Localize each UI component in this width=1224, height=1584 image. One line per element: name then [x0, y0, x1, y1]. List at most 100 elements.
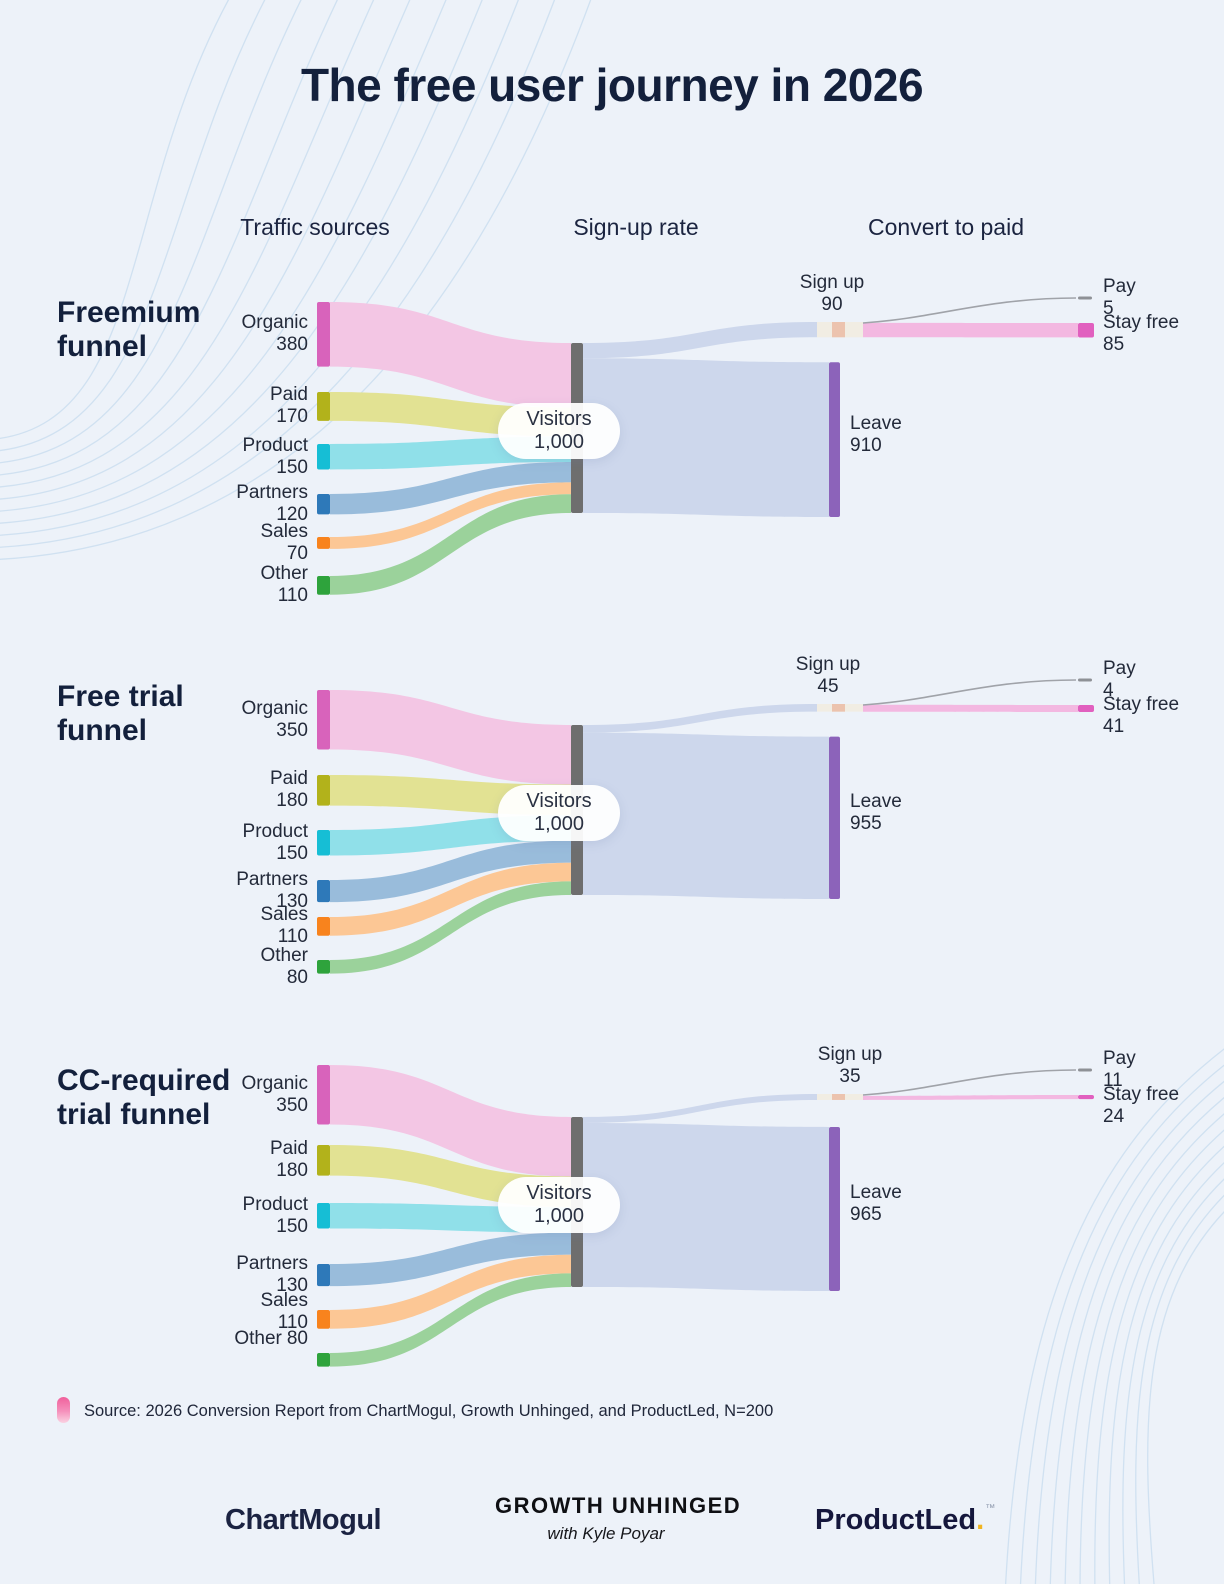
source-value: 350	[276, 1094, 308, 1116]
f2-flow-visitors-to-leave	[583, 732, 829, 899]
decor-curve-bottom-right	[1108, 1162, 1224, 1584]
productled-wordmark: ProductLed	[815, 1504, 977, 1536]
f2-source-label-paid: Paid 180	[270, 768, 308, 812]
f2-source-label-partners: Partners 130	[236, 869, 308, 913]
decor-curve-bottom-right	[1147, 1211, 1224, 1584]
column-header-convert-to-paid: Convert to paid	[868, 214, 1024, 240]
f1-flow-other-to-visitors	[330, 494, 571, 595]
source-value: 70	[286, 543, 308, 564]
f1-node-organic	[317, 302, 330, 367]
f3-node-organic	[317, 1065, 330, 1125]
column-header-signup-rate: Sign-up rate	[573, 214, 699, 240]
pay-value: 11	[1103, 1070, 1123, 1091]
visitors-label: Visitors	[526, 408, 592, 430]
stay-free-value: 85	[1103, 334, 1125, 355]
f3-funnel-title: CC-required trial funnel	[57, 1064, 230, 1132]
f3-node-paid	[317, 1145, 330, 1176]
f3-pay-end-dash	[1078, 1068, 1092, 1072]
f1-source-label-other: Other 110	[260, 563, 308, 607]
f2-flow-other-to-visitors	[330, 881, 571, 974]
f1-stay-free-label: Stay free 85	[1103, 312, 1179, 356]
f3-flow-signup-to-pay	[862, 1069, 1077, 1096]
signup-name: Sign up	[795, 654, 861, 675]
signup-name: Sign up	[817, 1044, 883, 1065]
f1-pay-end-dash	[1078, 296, 1092, 300]
visitors-label: Visitors	[526, 790, 592, 812]
f1-source-label-organic: Organic 380	[241, 312, 308, 356]
stay-free-value: 24	[1103, 1106, 1125, 1127]
signup-value: 90	[821, 294, 843, 315]
page-title: The free user journey in 2026	[300, 59, 924, 111]
source-value: 110	[277, 926, 308, 948]
source-name: Sales	[260, 521, 308, 542]
f1-visitors-pill: Visitors 1,000	[498, 403, 620, 459]
leave-name: Leave	[850, 1182, 902, 1203]
f1-node-other	[317, 576, 330, 595]
f2-stay-free-bar	[1078, 705, 1094, 712]
decor-curve-bottom-right	[1135, 1194, 1224, 1584]
f3-node-other	[317, 1353, 330, 1367]
source-note-icon	[57, 1397, 70, 1423]
f3-leave-label: Leave 965	[850, 1182, 902, 1226]
f2-leave-label: Leave 955	[850, 791, 902, 835]
f2-source-label-organic: Organic 350	[241, 698, 308, 742]
source-value: 150	[276, 842, 308, 864]
signup-value: 35	[839, 1066, 861, 1087]
decor-curve-top-left	[0, 0, 302, 464]
decor-curve-top-left	[0, 0, 230, 439]
f3-pay-label: Pay 11	[1103, 1048, 1136, 1092]
visitors-value: 1,000	[533, 431, 585, 453]
funnel-title-line: Freemium	[57, 296, 201, 329]
decor-curve-top-left	[0, 0, 519, 536]
f1-flow-organic-to-visitors	[330, 302, 571, 408]
visitors-label: Visitors	[526, 1182, 592, 1204]
f1-node-product	[317, 444, 330, 470]
source-value: 180	[276, 1160, 308, 1182]
decor-curve-top-left	[0, 0, 447, 512]
source-name: Organic	[241, 697, 308, 719]
source-name: Paid	[269, 768, 308, 790]
f1-flow-visitors-to-signup	[583, 322, 817, 359]
f3-node-product	[317, 1203, 330, 1229]
stay-free-name: Stay free	[1103, 312, 1180, 333]
f1-source-label-sales: Sales 70	[260, 521, 308, 565]
f2-visitors-pill: Visitors 1,000	[498, 785, 620, 841]
f1-node-sales	[317, 537, 330, 549]
f3-flow-partners-to-visitors	[330, 1232, 571, 1287]
productled-accent-dot: .	[976, 1504, 985, 1536]
f2-flow-sales-to-visitors	[330, 862, 571, 936]
pay-value: 4	[1103, 680, 1114, 701]
f1-leave-bar	[829, 362, 840, 517]
decor-curve-bottom-right	[1049, 1096, 1224, 1584]
source-name: Partners	[236, 869, 308, 890]
f3-flow-visitors-to-leave	[583, 1122, 829, 1291]
source-name: Other	[260, 563, 308, 585]
f1-flow-visitors-to-leave	[583, 358, 829, 517]
f1-leave-label: Leave 910	[850, 413, 902, 457]
f1-flow-sales-to-visitors	[330, 482, 571, 549]
source-note-text: Source: 2026 Conversion Report from Char…	[84, 1402, 774, 1420]
f3-flow-signup-to-stayfree	[863, 1095, 1078, 1100]
source-name: Organic	[241, 312, 308, 334]
f3-signup-node-core	[832, 1094, 845, 1100]
f2-stay-free-label: Stay free 41	[1103, 694, 1179, 738]
f3-source-label-organic: Organic 350	[241, 1073, 308, 1117]
source-name: Product	[242, 820, 308, 842]
source-value: 130	[276, 1275, 308, 1296]
leave-value: 910	[850, 434, 882, 456]
f1-pay-label: Pay 5	[1103, 276, 1136, 320]
source-name: Sales	[260, 904, 308, 926]
chartmogul-logo: ChartMogul	[225, 1504, 382, 1536]
source-value: 380	[276, 334, 308, 356]
source-name: Paid	[269, 384, 308, 406]
f1-source-label-product: Product 150	[243, 435, 308, 479]
source-name: Partners	[236, 1253, 308, 1274]
f1-signup-label: Sign up 90	[762, 272, 902, 316]
decor-curve-bottom-right	[1019, 1064, 1224, 1584]
decor-curve-top-left	[0, 0, 411, 500]
f1-funnel-title: Freemium funnel	[57, 296, 200, 364]
f3-source-label-paid: Paid 180	[270, 1138, 308, 1182]
f2-signup-node-core	[832, 704, 845, 712]
signup-name: Sign up	[799, 272, 865, 293]
decor-curve-bottom-right	[1064, 1113, 1224, 1584]
